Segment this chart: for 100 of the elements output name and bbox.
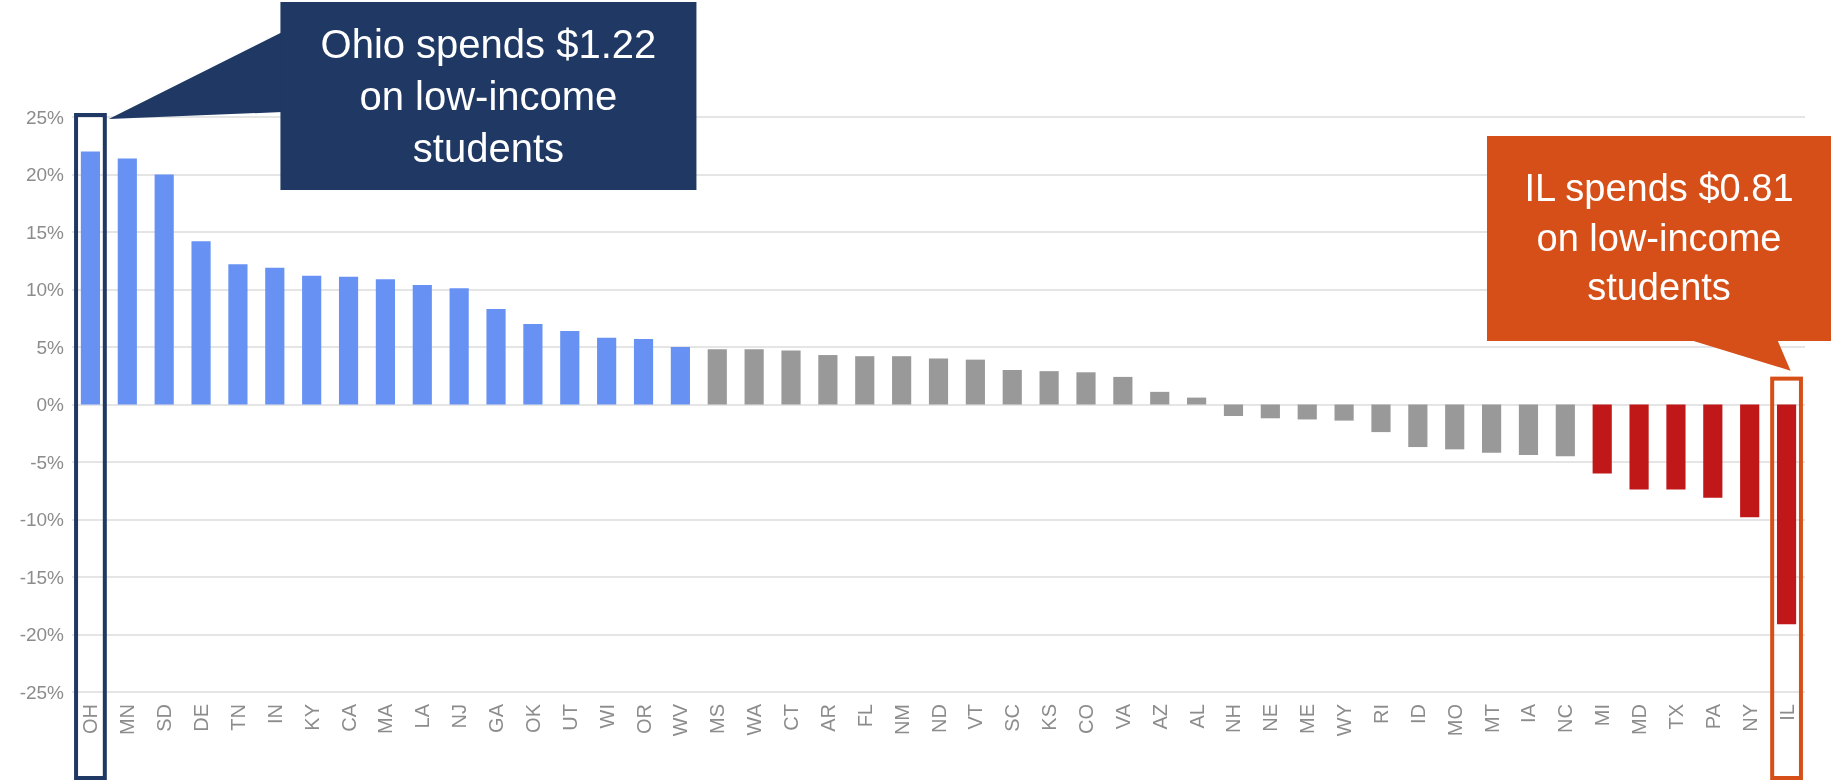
bar — [191, 241, 211, 405]
bar — [1260, 404, 1280, 419]
x-tick-label: NH — [1222, 704, 1245, 733]
bar — [302, 275, 322, 405]
bar — [523, 324, 543, 405]
x-tick-label: WA — [743, 703, 766, 736]
bar — [1592, 404, 1612, 474]
x-tick-label: IN — [263, 704, 286, 724]
x-tick-label: WY — [1333, 704, 1356, 737]
y-tick-label: -20% — [19, 624, 65, 645]
bar — [412, 284, 432, 405]
y-tick-label: -25% — [19, 681, 65, 703]
x-tick-label: CO — [1074, 704, 1097, 734]
y-tick-label: 5% — [36, 336, 65, 358]
bar — [1740, 404, 1760, 518]
x-tick-label: NM — [890, 704, 913, 736]
x-tick-label: AL — [1185, 704, 1208, 729]
x-tick-label: MD — [1628, 704, 1651, 736]
x-tick-label: TX — [1664, 704, 1687, 730]
bar — [1297, 404, 1317, 420]
bar — [449, 288, 469, 405]
x-tick-label: MS — [706, 704, 729, 734]
x-tick-label: VT — [964, 704, 987, 730]
x-tick-label: ME — [1296, 704, 1319, 734]
bar — [486, 309, 506, 405]
bar — [965, 359, 985, 405]
bar — [1334, 404, 1354, 421]
bar — [1371, 404, 1391, 433]
y-tick-label: -5% — [30, 451, 65, 473]
x-tick-label: FL — [853, 704, 876, 728]
y-tick-label: 20% — [25, 164, 65, 185]
x-tick-label: TN — [226, 704, 249, 731]
x-tick-label: ND — [927, 704, 950, 733]
x-tick-label: MN — [116, 704, 139, 736]
y-tick-label: -15% — [19, 566, 65, 588]
y-tick-label: 15% — [25, 221, 65, 243]
x-tick-label: NJ — [448, 704, 471, 729]
x-tick-label: MT — [1480, 704, 1503, 733]
x-tick-label: IA — [1517, 703, 1540, 723]
x-tick-label: PA — [1701, 703, 1724, 730]
x-tick-label: AR — [816, 704, 839, 732]
bar — [670, 347, 690, 405]
x-tick-label: LA — [411, 703, 434, 729]
x-tick-label: KY — [300, 704, 323, 731]
bar — [80, 151, 101, 405]
bar — [1629, 404, 1649, 490]
x-tick-label: NY — [1738, 704, 1761, 732]
bar — [1445, 404, 1465, 450]
x-tick-label: UT — [558, 704, 581, 731]
bar — [1482, 404, 1502, 453]
x-tick-label: WI — [595, 704, 618, 729]
bar — [1002, 370, 1022, 405]
x-tick-label: OR — [632, 704, 655, 734]
bar — [1187, 397, 1207, 405]
bar — [1518, 404, 1539, 456]
bar — [855, 356, 875, 405]
x-tick-label: SD — [153, 704, 176, 732]
bar — [781, 350, 801, 405]
bar — [154, 174, 174, 405]
bar — [744, 349, 764, 405]
bar — [375, 279, 395, 405]
x-tick-label: MA — [374, 703, 397, 734]
bar — [1039, 371, 1059, 405]
bar — [633, 338, 654, 405]
bar — [928, 358, 949, 405]
x-tick-label: CT — [780, 704, 803, 731]
bar — [1703, 404, 1723, 498]
y-tick-label: -10% — [19, 509, 65, 530]
y-tick-label: 10% — [25, 279, 65, 300]
x-tick-label: SC — [1001, 704, 1024, 732]
x-tick-label: VA — [1111, 703, 1134, 730]
x-tick-label: OH — [79, 704, 102, 734]
x-tick-label: MI — [1591, 704, 1614, 727]
bar — [892, 356, 912, 405]
bar — [265, 267, 285, 405]
bar — [1776, 404, 1797, 625]
bar — [1555, 404, 1575, 457]
x-tick-label: DE — [190, 704, 213, 732]
bar — [707, 349, 727, 405]
bar — [1076, 372, 1096, 405]
bar — [1223, 404, 1244, 416]
x-tick-label: GA — [485, 703, 508, 733]
bar — [228, 264, 248, 405]
x-tick-label: RI — [1369, 704, 1392, 724]
x-tick-label: OK — [521, 703, 544, 733]
x-tick-label: CA — [337, 703, 360, 732]
bar — [117, 158, 137, 405]
bar — [597, 337, 617, 405]
bar — [1408, 404, 1428, 448]
x-tick-label: WV — [669, 703, 692, 737]
bar — [560, 330, 580, 405]
x-tick-label: KS — [1038, 704, 1061, 731]
annotation: Ohio spends $1.22 on low-income students — [280, 2, 697, 190]
bar — [1113, 376, 1133, 405]
x-tick-label: IL — [1775, 704, 1798, 721]
y-tick-label: 0% — [36, 394, 65, 415]
y-tick-label: 25% — [25, 106, 65, 128]
x-tick-label: AZ — [1148, 704, 1171, 730]
bar — [818, 355, 838, 405]
bar — [1150, 391, 1170, 405]
